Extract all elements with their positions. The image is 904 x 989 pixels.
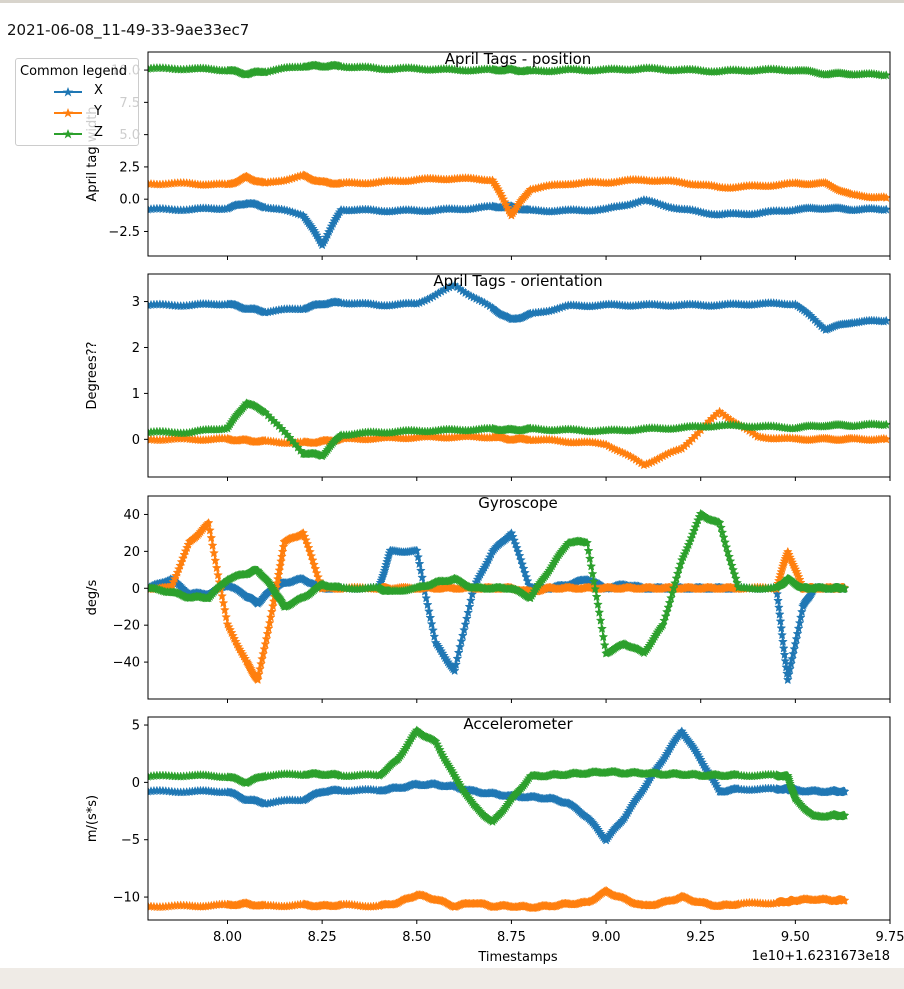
chart-title: Gyroscope (478, 494, 558, 512)
series-markers-z (148, 508, 850, 658)
axes-frame (147, 273, 891, 478)
legend-label-z: Z (94, 125, 103, 140)
legend-x-swatch-icon (54, 87, 82, 97)
chart-title: April Tags - orientation (433, 272, 602, 290)
y-tick-label: 0 (132, 582, 140, 597)
y-tick-label: 20 (123, 545, 140, 560)
y-tick-label: 5 (132, 719, 140, 734)
series-markers-y (148, 170, 890, 220)
window-top-border (0, 0, 904, 3)
figure-canvas: −2.50.02.55.07.510.0April Tags - positio… (85, 50, 904, 965)
chart-panel-4: −10 −5 0 5 8.00 8.25 8.50 8.75 9.00 9.25 9.50 9.75 A… (85, 715, 904, 945)
y-tick-label: −10 (113, 891, 140, 906)
legend-z-swatch-icon (54, 129, 82, 139)
x-tick-label: 9.50 (781, 930, 810, 945)
legend-item-y: Y (52, 103, 132, 121)
series-line-x (148, 531, 846, 681)
series-markers-x (148, 194, 890, 250)
y-tick-label: −20 (113, 619, 140, 634)
series-group (148, 280, 890, 470)
series-markers-z (148, 60, 890, 80)
chart-panel-1: −2.50.02.55.07.510.0April Tags - positio… (85, 50, 891, 260)
y-tick-label: 0 (132, 433, 140, 448)
x-tick-label: 9.25 (686, 930, 715, 945)
series-group (148, 725, 850, 913)
series-line-x (148, 729, 845, 842)
chart-panel-2: 0 1 2 3 April Tags - orientation Degrees?? (85, 272, 891, 481)
series-group (148, 508, 850, 685)
axes-frame (147, 716, 891, 921)
legend-label-y: Y (94, 104, 102, 119)
y-tick-label: 0.0 (119, 193, 140, 208)
y-tick-label: 0 (132, 776, 140, 791)
window-title: 2021-06-08_11-49-33-9ae33ec7 (7, 21, 250, 39)
x-tick-label: 8.25 (308, 930, 337, 945)
chart-panel-3: −40 −20 0 20 40 Gyroscope deg/s (85, 494, 891, 703)
chart-title: Accelerometer (463, 715, 573, 733)
legend-title: Common legend (20, 64, 128, 79)
common-legend: Common legend X Y Z (15, 58, 139, 146)
series-markers-z (148, 725, 850, 826)
legend-y-swatch-icon (54, 108, 82, 118)
series-markers-y (148, 406, 890, 470)
y-tick-label: −2.5 (108, 225, 140, 240)
y-tick-label: 3 (132, 295, 140, 310)
y-tick-label: −40 (113, 656, 140, 671)
series-markers-x (148, 280, 890, 335)
y-axis-label: deg/s (85, 579, 100, 615)
y-axis-label: m/(s*s) (85, 795, 100, 842)
legend-label-x: X (94, 83, 103, 98)
axes-frame (147, 51, 891, 257)
x-tick-label: 9.00 (592, 930, 621, 945)
series-markers-z (148, 398, 890, 461)
y-axis-label: Degrees?? (85, 342, 100, 410)
axes-frame (147, 495, 891, 700)
series-markers-y (148, 885, 850, 913)
x-tick-label: 8.75 (497, 930, 526, 945)
chart-title: April Tags - position (445, 50, 592, 68)
x-tick-label: 8.00 (213, 930, 242, 945)
y-tick-label: 40 (123, 508, 140, 523)
legend-item-z: Z (52, 124, 132, 142)
x-tick-label: 9.75 (876, 930, 904, 945)
y-tick-label: 2 (132, 341, 140, 356)
y-tick-label: 1 (132, 387, 140, 402)
y-tick-label: 2.5 (119, 160, 140, 175)
status-bar (0, 968, 904, 989)
series-group (148, 60, 890, 250)
x-axis-label: Timestamps (477, 950, 558, 965)
y-tick-label: −5 (121, 833, 140, 848)
x-axis-offset-text: 1e10+1.6231673e18 (751, 949, 890, 964)
axes-layer: −2.50.02.55.07.510.0April Tags - positio… (85, 50, 904, 945)
legend-item-x: X (52, 82, 132, 100)
x-tick-label: 8.50 (402, 930, 431, 945)
